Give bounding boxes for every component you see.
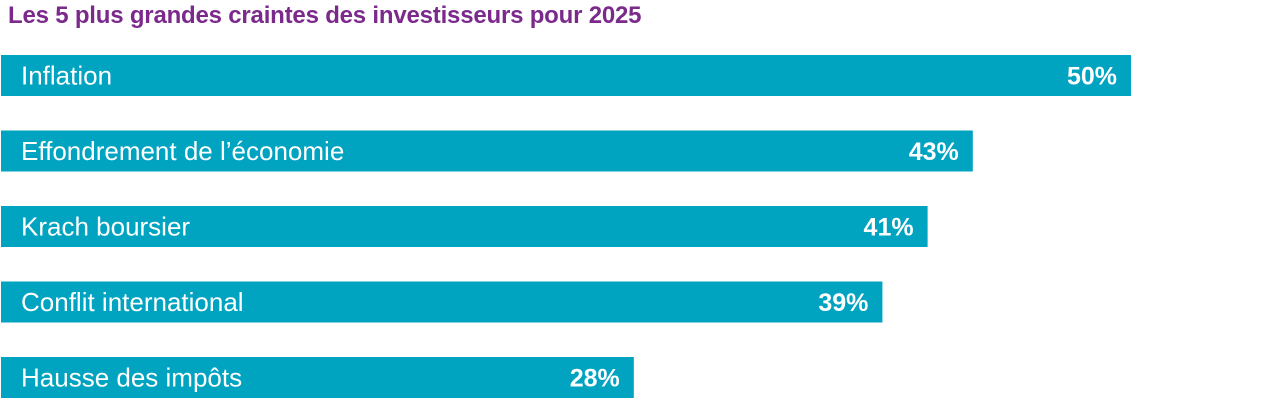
bar-category-label: Effondrement de l’économie	[21, 136, 344, 166]
bar-2	[1, 130, 973, 172]
bar-value-label: 43%	[909, 138, 959, 166]
bar-value-label: 39%	[818, 289, 868, 317]
chart-title: Les 5 plus grandes craintes des investis…	[8, 2, 642, 29]
bar-5	[1, 357, 634, 398]
bar-1	[1, 55, 1131, 96]
bar-category-label: Inflation	[21, 61, 112, 91]
bar-value-label: 50%	[1067, 63, 1117, 91]
bar-value-label: 28%	[570, 365, 620, 393]
bar-category-label: Krach boursier	[21, 212, 190, 242]
bar-3	[1, 206, 928, 247]
bar-4	[1, 281, 883, 323]
bar-category-label: Conflit international	[21, 287, 244, 317]
bar-category-label: Hausse des impôts	[21, 363, 242, 393]
bar-value-label: 41%	[864, 214, 914, 242]
